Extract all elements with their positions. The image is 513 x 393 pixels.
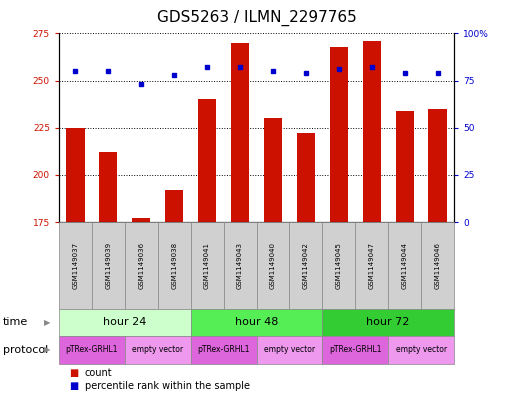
Text: GSM1149047: GSM1149047 xyxy=(369,242,374,289)
Bar xyxy=(264,118,282,222)
Bar xyxy=(231,43,249,222)
Bar xyxy=(428,109,447,222)
Text: hour 48: hour 48 xyxy=(235,317,278,327)
Text: GSM1149037: GSM1149037 xyxy=(72,242,78,289)
Bar xyxy=(363,41,381,222)
Text: empty vector: empty vector xyxy=(264,345,315,354)
Text: GSM1149044: GSM1149044 xyxy=(402,242,408,289)
Text: empty vector: empty vector xyxy=(132,345,183,354)
Text: GSM1149039: GSM1149039 xyxy=(105,242,111,289)
Bar xyxy=(297,133,315,222)
Text: pTRex-GRHL1: pTRex-GRHL1 xyxy=(66,345,118,354)
Text: percentile rank within the sample: percentile rank within the sample xyxy=(85,381,250,391)
Text: GSM1149042: GSM1149042 xyxy=(303,242,309,289)
Bar xyxy=(132,218,150,222)
Bar xyxy=(100,152,117,222)
Text: pTRex-GRHL1: pTRex-GRHL1 xyxy=(198,345,250,354)
Text: GSM1149036: GSM1149036 xyxy=(139,242,144,289)
Text: time: time xyxy=(3,317,28,327)
Text: ▶: ▶ xyxy=(45,318,51,327)
Text: hour 24: hour 24 xyxy=(103,317,147,327)
Text: GDS5263 / ILMN_2297765: GDS5263 / ILMN_2297765 xyxy=(156,10,357,26)
Text: count: count xyxy=(85,368,112,378)
Text: GSM1149041: GSM1149041 xyxy=(204,242,210,289)
Text: empty vector: empty vector xyxy=(396,345,447,354)
Bar xyxy=(66,128,85,222)
Text: GSM1149038: GSM1149038 xyxy=(171,242,177,289)
Bar xyxy=(330,47,348,222)
Text: protocol: protocol xyxy=(3,345,48,355)
Text: ■: ■ xyxy=(69,368,78,378)
Bar xyxy=(396,111,413,222)
Text: hour 72: hour 72 xyxy=(366,317,410,327)
Bar xyxy=(198,99,216,222)
Text: GSM1149043: GSM1149043 xyxy=(237,242,243,289)
Text: ▶: ▶ xyxy=(45,345,51,354)
Bar xyxy=(165,190,183,222)
Text: ■: ■ xyxy=(69,381,78,391)
Text: GSM1149040: GSM1149040 xyxy=(270,242,276,289)
Text: GSM1149045: GSM1149045 xyxy=(336,242,342,289)
Text: pTRex-GRHL1: pTRex-GRHL1 xyxy=(329,345,382,354)
Text: GSM1149046: GSM1149046 xyxy=(435,242,441,289)
